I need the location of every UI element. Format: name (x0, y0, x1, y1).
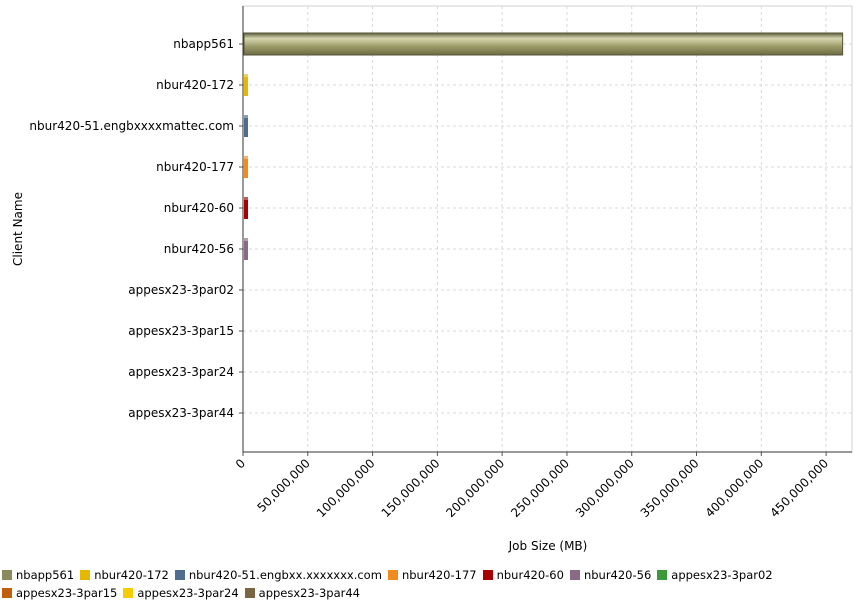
bar-highlight (244, 238, 248, 241)
x-tick-label: 450,000,000 (767, 456, 831, 520)
legend-row: nbapp561 nbur420-172 nbur420-51.engbxx.xxx… (2, 566, 855, 584)
bar-nbur420-60[interactable] (244, 197, 248, 219)
y-tick-label: nbapp561 (173, 37, 234, 51)
bar-nbapp561[interactable] (243, 32, 844, 56)
legend-label: appesx23-3par44 (258, 586, 360, 600)
legend-item: nbur420-177 (387, 568, 477, 582)
legend-row: appesx23-3par15 appesx23-3par24 appesx23-3… (2, 584, 855, 602)
y-tick-label: nbur420-60 (164, 201, 234, 215)
legend-item: nbur420-172 (80, 568, 169, 582)
legend-label: appesx23-3par15 (16, 586, 118, 600)
bar-highlight (244, 156, 248, 159)
x-tick-label: 0 (233, 456, 248, 471)
x-tick-label: 50,000,000 (254, 456, 312, 514)
legend-swatch (482, 570, 493, 580)
plot-area (242, 5, 853, 453)
legend-swatch (80, 570, 91, 580)
y-tick-label: appesx23-3par24 (128, 365, 234, 379)
legend-swatch (244, 588, 255, 598)
legend-swatch (174, 570, 185, 580)
x-tick-labels: 0 50,000,000 100,000,000 150,000,000 200,000… (233, 456, 831, 520)
legend-item: nbur420-51.engbxx.xxxxxxx.com (174, 568, 382, 582)
legend-swatch (569, 570, 580, 580)
x-tick-label: 400,000,000 (703, 456, 767, 520)
legend-label: appesx23-3par24 (137, 586, 239, 600)
bar-highlight (244, 115, 248, 118)
legend-item: nbur420-56 (569, 568, 652, 582)
legend-item: appesx23-3par02 (657, 568, 773, 582)
legend-label: nbur420-56 (583, 568, 652, 582)
bar-nbur420-172[interactable] (244, 74, 248, 96)
y-axis-title: Client Name (11, 192, 25, 266)
x-tick-label: 150,000,000 (379, 456, 443, 520)
legend-swatch (387, 570, 398, 580)
bar-nbur420-56[interactable] (244, 238, 248, 260)
y-tick-label: appesx23-3par02 (128, 283, 234, 297)
legend-label: nbur420-172 (94, 568, 169, 582)
y-tick-label: nbur420-172 (156, 78, 234, 92)
legend-label: nbur420-51.engbxx.xxxxxxx.com (188, 568, 382, 582)
y-tick-label: nbur420-51.engbxxxxmattec.com (29, 119, 234, 133)
legend-item: appesx23-3par24 (123, 586, 239, 600)
legend-swatch (2, 588, 12, 598)
legend-item: appesx23-3par15 (2, 586, 117, 600)
x-tick-label: 350,000,000 (638, 456, 702, 520)
x-tick-label: 250,000,000 (508, 456, 572, 520)
legend-item: nbapp561 (2, 568, 74, 582)
legend-item: nbur420-60 (482, 568, 564, 582)
y-tick-label: appesx23-3par15 (128, 324, 234, 338)
legend-label: nbur420-60 (496, 568, 564, 582)
legend-label: nbapp561 (16, 568, 75, 582)
legend-swatch (123, 588, 134, 598)
legend: nbapp561 nbur420-172 nbur420-51.engbxx.xxx… (2, 566, 855, 602)
bars (243, 32, 844, 260)
legend-item: appesx23-3par44 (244, 586, 360, 600)
y-tick-labels: nbapp561 nbur420-172 nbur420-51.engbxxxxma… (29, 37, 234, 420)
x-axis-title: Job Size (MB) (508, 539, 588, 553)
x-tick-label: 300,000,000 (573, 456, 637, 520)
y-tick-label: appesx23-3par44 (128, 406, 234, 420)
legend-swatch (657, 570, 668, 580)
bar-chart: nbapp561 nbur420-172 nbur420-51.engbxxxxma… (11, 5, 853, 553)
bar-nbur420-177[interactable] (244, 156, 248, 178)
x-tick-label: 200,000,000 (443, 456, 507, 520)
x-tick-label: 100,000,000 (314, 456, 378, 520)
bar-nbur420-51.engbxxxxmattec.com[interactable] (244, 115, 248, 137)
legend-label: appesx23-3par02 (671, 568, 773, 582)
y-tick-label: nbur420-56 (164, 242, 234, 256)
legend-label: nbur420-177 (401, 568, 477, 582)
y-tick-label: nbur420-177 (156, 160, 234, 174)
bar-highlight (244, 74, 248, 77)
legend-swatch (2, 570, 12, 580)
grid-lines (239, 6, 852, 456)
bar-highlight (244, 197, 248, 200)
